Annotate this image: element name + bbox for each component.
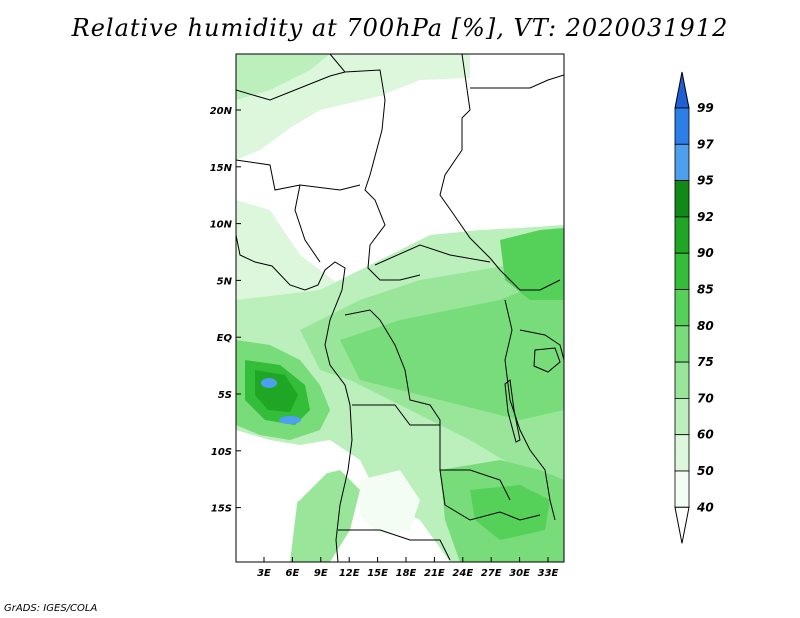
colorbar-segment <box>674 289 690 327</box>
coastline-west-africa <box>236 234 353 562</box>
lat-tick-label: 20N <box>210 106 233 117</box>
borders <box>236 54 564 562</box>
colorbar-label: 40 <box>696 500 714 514</box>
border-zambia <box>439 469 541 521</box>
border-nigeria <box>294 184 321 263</box>
lat-tick-label: 5S <box>218 390 232 401</box>
humidity-region-west <box>236 200 340 310</box>
lon-tick-label: 33E <box>538 568 559 579</box>
colorbar-segment <box>674 325 690 363</box>
colorbar-segment <box>674 216 690 254</box>
footer-credit: GrADS: IGES/COLA <box>4 603 98 614</box>
colorbar-label: 75 <box>697 355 714 369</box>
lon-tick-label: 27E <box>481 568 502 579</box>
dry-region-south-central <box>360 470 420 535</box>
border-congo <box>344 309 511 501</box>
colorbar-label: 60 <box>697 428 714 442</box>
border-mali-niger <box>236 71 346 101</box>
lon-tick-label: 18E <box>396 568 417 579</box>
lon-tick-label: 6E <box>286 568 300 579</box>
border-angola-south <box>338 529 451 561</box>
lon-tick-label: 3E <box>257 568 271 579</box>
border-sahara <box>329 54 421 281</box>
colorbar-label: 70 <box>697 391 714 405</box>
border-uganda <box>519 329 564 361</box>
colorbar-label: 99 <box>697 101 714 115</box>
humidity-region-northwest <box>236 54 330 100</box>
lat-tick-label: 10S <box>211 447 232 458</box>
colorbar-segment <box>674 361 690 399</box>
lon-tick-label: 24E <box>452 568 473 579</box>
colorbar-segment <box>674 143 690 182</box>
border-drc-angola <box>352 404 440 426</box>
colorbar-segment <box>674 470 690 508</box>
border-libya-egypt <box>439 54 561 291</box>
latitude-axis: 20N 15N 10N 5N EQ 5S 10S 15S <box>210 106 241 515</box>
colorbar-segment <box>674 434 690 472</box>
colorbar-label: 80 <box>697 319 714 333</box>
lake-victoria <box>533 347 561 373</box>
humidity-field <box>236 54 564 562</box>
lat-tick-label: EQ <box>217 333 233 344</box>
lon-tick-label: 9E <box>314 568 328 579</box>
saturation-spot-1 <box>261 378 277 388</box>
colorbar-label: 85 <box>697 283 714 297</box>
border-chad-car <box>374 244 491 266</box>
lat-tick-label: 15S <box>211 504 232 515</box>
colorbar-bottom-arrow <box>674 506 690 544</box>
longitude-axis: 3E 6E 9E 12E 15E 18E 21E 24E 27E 30E 33E <box>257 557 559 579</box>
colorbar-segment <box>674 252 690 290</box>
humidity-region-east <box>500 228 564 300</box>
colorbar-label: 50 <box>697 464 714 478</box>
lon-tick-label: 15E <box>367 568 388 579</box>
lat-tick-label: 10N <box>210 220 233 231</box>
border-east-lakes <box>504 299 556 521</box>
humidity-region-southeast-core <box>470 485 550 540</box>
colorbar: 99 97 95 92 90 85 80 75 70 60 50 40 <box>674 71 714 544</box>
colorbar-label: 92 <box>697 210 714 224</box>
colorbar-label: 97 <box>697 137 714 151</box>
saturation-spot-2 <box>279 416 301 424</box>
lat-tick-label: 15N <box>210 163 233 174</box>
colorbar-label: 95 <box>697 174 714 188</box>
humidity-region-north-light <box>236 54 470 160</box>
colorbar-top-arrow <box>674 71 690 109</box>
lat-tick-label: 5N <box>217 276 233 287</box>
lon-tick-label: 21E <box>424 568 445 579</box>
lake-tanganyika <box>504 379 521 443</box>
dry-region-south <box>236 445 330 530</box>
map-frame <box>235 53 565 563</box>
colorbar-label: 90 <box>697 246 714 260</box>
colorbar-segment <box>674 107 690 145</box>
colorbar-segment <box>674 180 690 218</box>
lon-tick-label: 12E <box>339 568 360 579</box>
colorbar-segment <box>674 397 690 436</box>
lon-tick-label: 30E <box>509 568 530 579</box>
chart-title: Relative humidity at 700hPa [%], VT: 202… <box>71 14 729 42</box>
border-west-interior <box>236 159 361 191</box>
border-north-east <box>470 74 564 89</box>
